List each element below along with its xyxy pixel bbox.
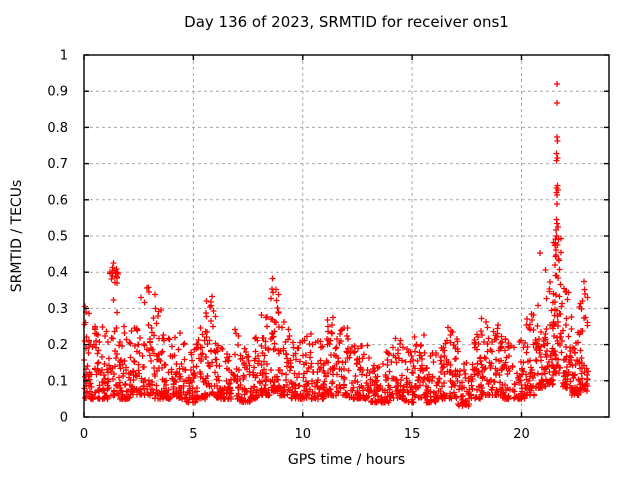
y-tick-label: 0.5 (47, 230, 68, 245)
plot-border (83, 54, 610, 418)
y-tick-label: 0.7 (47, 157, 68, 172)
data-points (81, 81, 591, 409)
x-tick-label: 0 (80, 427, 88, 442)
y-tick-label: 0.1 (47, 374, 68, 389)
y-tick-label: 0 (60, 411, 68, 426)
tick-labels: 0 5 10 15 20 0 0.1 0.2 0.3 0.4 0.5 0.6 0.7 0.8 0.9 1 (47, 49, 529, 443)
y-tick-label: 0.4 (47, 266, 68, 281)
x-tick-label: 10 (294, 427, 311, 442)
x-tick-label: 5 (189, 427, 197, 442)
x-axis-label: GPS time / hours (287, 452, 406, 468)
y-tick-label: 0.9 (47, 85, 68, 100)
chart-title: Day 136 of 2023, SRMTID for receiver ons… (184, 13, 509, 31)
x-tick-label: 15 (404, 427, 421, 442)
y-tick-label: 1 (60, 49, 68, 64)
y-tick-label: 0.3 (47, 302, 68, 317)
y-tick-label: 0.2 (47, 338, 68, 353)
y-tick-label: 0.6 (47, 193, 68, 208)
y-tick-label: 0.8 (47, 121, 68, 136)
x-tick-label: 20 (513, 427, 530, 442)
